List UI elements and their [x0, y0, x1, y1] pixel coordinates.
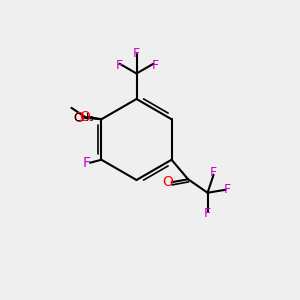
Text: F: F: [116, 59, 123, 72]
Text: F: F: [82, 156, 90, 170]
Text: F: F: [224, 183, 231, 196]
Text: F: F: [210, 166, 217, 179]
Text: CH₃: CH₃: [74, 113, 94, 123]
Text: F: F: [151, 59, 158, 72]
Text: F: F: [204, 207, 211, 220]
Text: F: F: [133, 47, 140, 61]
Text: O: O: [74, 111, 84, 125]
Text: O: O: [163, 175, 173, 189]
Text: O: O: [80, 110, 90, 124]
